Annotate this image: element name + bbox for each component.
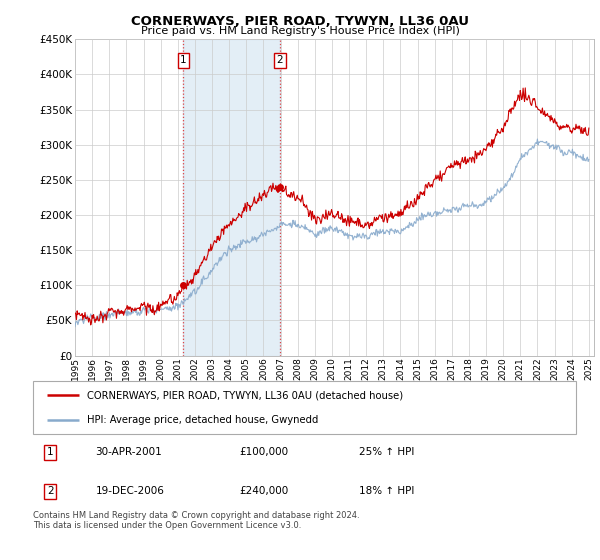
Text: 30-APR-2001: 30-APR-2001 <box>95 447 162 457</box>
Text: 25% ↑ HPI: 25% ↑ HPI <box>359 447 414 457</box>
Text: Price paid vs. HM Land Registry's House Price Index (HPI): Price paid vs. HM Land Registry's House … <box>140 26 460 36</box>
Text: CORNERWAYS, PIER ROAD, TYWYN, LL36 0AU (detached house): CORNERWAYS, PIER ROAD, TYWYN, LL36 0AU (… <box>88 390 403 400</box>
Text: £240,000: £240,000 <box>239 487 289 496</box>
Text: Contains HM Land Registry data © Crown copyright and database right 2024.
This d: Contains HM Land Registry data © Crown c… <box>33 511 359 530</box>
Text: £100,000: £100,000 <box>239 447 289 457</box>
Text: 1: 1 <box>180 55 187 66</box>
Text: 1: 1 <box>47 447 53 457</box>
Bar <box>184 39 280 356</box>
FancyBboxPatch shape <box>33 381 576 434</box>
Text: 2: 2 <box>277 55 283 66</box>
Text: 18% ↑ HPI: 18% ↑ HPI <box>359 487 414 496</box>
Text: CORNERWAYS, PIER ROAD, TYWYN, LL36 0AU: CORNERWAYS, PIER ROAD, TYWYN, LL36 0AU <box>131 15 469 28</box>
Text: HPI: Average price, detached house, Gwynedd: HPI: Average price, detached house, Gwyn… <box>88 414 319 424</box>
Text: 2: 2 <box>47 487 53 496</box>
Text: 19-DEC-2006: 19-DEC-2006 <box>95 487 164 496</box>
